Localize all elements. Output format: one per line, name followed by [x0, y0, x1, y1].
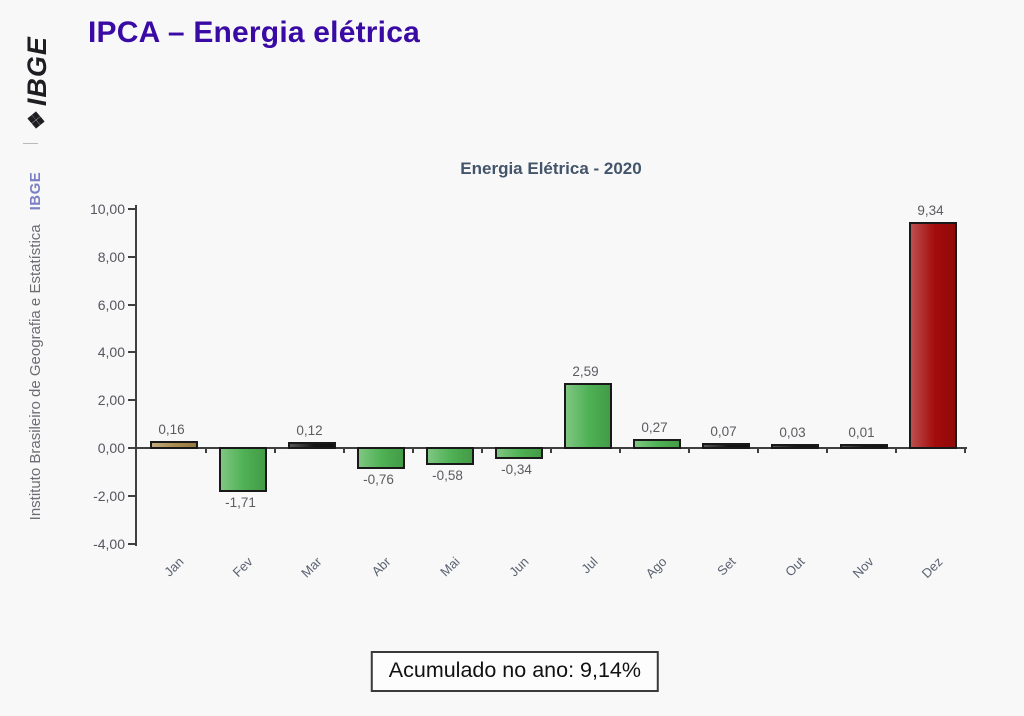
y-tick-label: 8,00: [97, 248, 125, 265]
x-tick-mark: [343, 447, 345, 453]
bar-mar: [287, 442, 336, 449]
x-axis-label-jul: Jul: [577, 554, 601, 577]
x-axis-label-nov: Nov: [849, 554, 877, 581]
x-axis-label-jun: Jun: [505, 554, 532, 580]
y-tick-label: 6,00: [97, 296, 125, 313]
y-tick-label: 0,00: [97, 440, 125, 456]
bar-jan: [149, 441, 198, 449]
bar-value-label: 0,01: [848, 424, 875, 440]
bar-nov: [839, 443, 888, 449]
y-tick-label: -2,00: [93, 487, 125, 504]
x-axis-label-dez: Dez: [918, 554, 946, 581]
y-tick-mark: [128, 208, 136, 210]
x-tick-mark: [412, 447, 414, 453]
bar-value-label: 9,34: [917, 202, 944, 218]
y-tick-mark: [128, 447, 136, 449]
x-axis-label-jan: Jan: [160, 554, 187, 580]
x-axis-label-fev: Fev: [229, 554, 256, 580]
y-tick-mark: [128, 399, 136, 402]
x-tick-mark: [274, 447, 276, 453]
bar-value-label: -0,34: [501, 462, 532, 478]
y-tick-label: 4,00: [97, 344, 125, 361]
bar-mai: [425, 447, 474, 465]
bar-value-label: 0,27: [641, 419, 668, 435]
y-tick-label: -4,00: [93, 535, 125, 552]
page-title: IPCA – Energia elétrica: [88, 16, 420, 49]
y-tick-mark: [128, 494, 136, 497]
bar-ago: [632, 438, 681, 449]
y-tick-mark: [128, 542, 136, 545]
bar-jul: [563, 383, 612, 449]
x-axis-label-out: Out: [781, 554, 808, 580]
x-tick-mark: [964, 447, 966, 453]
x-tick-mark: [550, 447, 552, 453]
x-axis-label-mai: Mai: [436, 554, 463, 580]
ibge-diamond-icon: ❖: [24, 107, 49, 132]
bar-value-label: 0,07: [710, 424, 737, 440]
bar-value-label: 2,59: [572, 364, 599, 380]
org-name-text: Instituto Brasileiro de Geografia e Esta…: [26, 224, 44, 521]
org-vertical-text: Instituto Brasileiro de Geografia e Esta…: [26, 158, 44, 534]
y-tick-mark: [128, 303, 136, 306]
bar-value-label: 0,12: [296, 423, 323, 439]
bar-value-label: -0,58: [432, 467, 463, 483]
bar-out: [770, 443, 819, 449]
y-tick-label: 2,00: [97, 392, 125, 409]
ibge-logo: ❖ IBGE: [20, 26, 54, 140]
x-tick-mark: [205, 447, 207, 453]
bar-value-label: -0,76: [363, 472, 394, 488]
bar-jun: [494, 447, 543, 460]
bar-value-label: 0,16: [158, 422, 185, 438]
x-axis-label-abr: Abr: [368, 554, 394, 579]
accumulated-box: Acumulado no ano: 9,14%: [370, 651, 659, 692]
bar-dez: [908, 221, 957, 449]
y-tick-mark: [128, 351, 136, 354]
x-tick-mark: [481, 447, 483, 453]
bar-value-label: -1,71: [225, 494, 256, 510]
y-axis-line: [135, 205, 137, 546]
x-tick-mark: [757, 447, 759, 453]
x-tick-mark: [895, 447, 897, 453]
x-tick-mark: [688, 447, 690, 453]
x-axis-label-mar: Mar: [297, 554, 325, 581]
chart-title: Energia Elétrica - 2020: [460, 159, 642, 178]
x-tick-mark: [826, 447, 828, 453]
bar-set: [701, 443, 750, 449]
x-axis-label-set: Set: [713, 554, 739, 579]
x-tick-mark: [619, 447, 621, 453]
bar-value-label: 0,03: [779, 424, 806, 440]
bar-abr: [356, 447, 405, 470]
y-tick-label: 10,00: [89, 201, 125, 217]
y-tick-mark: [128, 255, 136, 258]
bar-fev: [218, 447, 267, 492]
brand-divider: [23, 143, 38, 144]
org-abbrev-text: IBGE: [26, 171, 44, 211]
x-axis-label-ago: Ago: [642, 554, 670, 581]
ibge-logo-text: IBGE: [21, 36, 52, 107]
